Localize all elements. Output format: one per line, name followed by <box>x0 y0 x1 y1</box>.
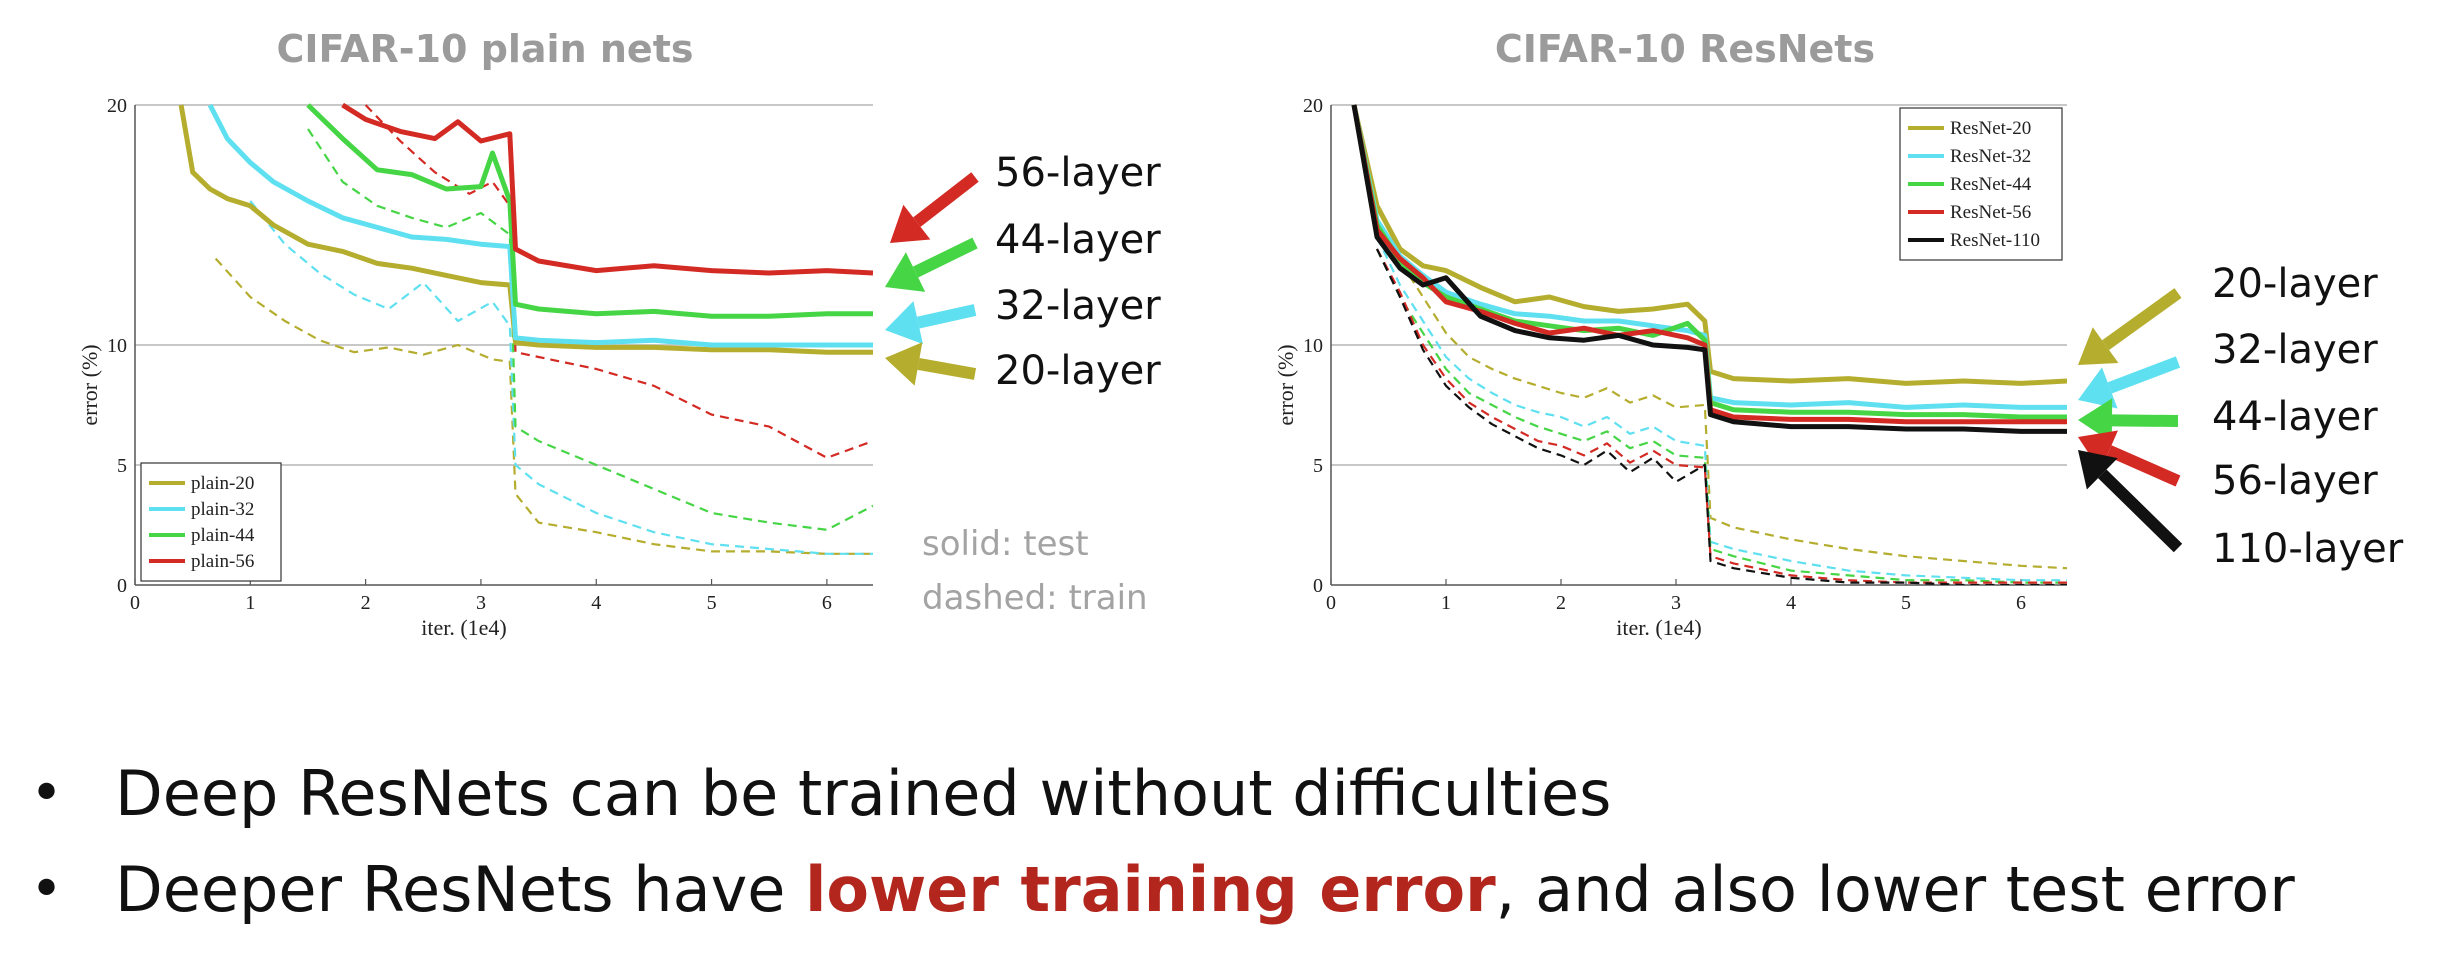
layer-label: 44-layer <box>2212 394 2378 440</box>
arrow-plain-56-layer-head <box>890 204 931 243</box>
y-axis-label: error (%) <box>1273 344 1298 425</box>
layer-label: 56-layer <box>2212 458 2378 504</box>
x-tick-label: 4 <box>591 592 601 614</box>
arrow-resnet-32-layer-head <box>2078 367 2118 409</box>
bullet-text-1: Deep ResNets can be trained without diff… <box>115 756 1612 830</box>
y-tick-label: 20 <box>1303 95 1323 117</box>
arrow-plain-44-layer-shaft <box>912 237 978 278</box>
x-tick-label: 0 <box>130 592 140 614</box>
y-tick-label: 20 <box>107 95 127 117</box>
legend-entry: ResNet-56 <box>1950 202 2031 223</box>
arrow-plain-20-layer-shaft <box>917 358 977 380</box>
layer-label: 20-layer <box>995 348 1161 394</box>
y-tick-label: 5 <box>1313 455 1323 477</box>
legend-entry: ResNet-44 <box>1950 174 2032 195</box>
bullet-text-2-pre: Deeper ResNets have <box>115 852 806 926</box>
series-line-resnet-110-train <box>1376 248 2067 585</box>
arrow-resnet-32-layer-shaft <box>2107 356 2181 394</box>
x-tick-label: 2 <box>361 592 371 614</box>
x-tick-label: 1 <box>1441 592 1451 614</box>
series-line-plain-44-train <box>307 128 873 531</box>
chart-title: CIFAR-10 ResNets <box>1495 27 1875 71</box>
legend-entry: ResNet-110 <box>1950 230 2040 251</box>
x-tick-label: 6 <box>2016 592 2026 614</box>
x-tick-label: 1 <box>245 592 255 614</box>
arrow-resnet-110-layer-shaft <box>2098 469 2183 553</box>
bullet-list: • Deep ResNets can be trained without di… <box>20 745 2420 937</box>
arrow-resnet-20-layer-head <box>2078 327 2119 365</box>
legend-entry: ResNet-32 <box>1950 146 2031 167</box>
bullet-dot: • <box>30 856 64 922</box>
series-line-plain-32-train <box>249 200 873 555</box>
bullet-item: • Deeper ResNets have lower training err… <box>20 841 2420 937</box>
series-line-resnet-44-train <box>1376 248 2067 584</box>
legend-entry: plain-32 <box>191 499 254 520</box>
arrow-resnet-56-layer-shaft <box>2106 445 2181 487</box>
x-tick-label: 3 <box>1671 592 1681 614</box>
series-line-plain-56-train <box>364 104 873 459</box>
style-note-dashed: dashed: train <box>922 578 1148 618</box>
series-line-resnet-110-test <box>1351 104 2067 434</box>
layer-label: 110-layer <box>2212 526 2404 572</box>
style-note-solid: solid: test <box>922 524 1089 564</box>
layer-label: 20-layer <box>2212 261 2378 307</box>
layer-label: 56-layer <box>995 150 1161 196</box>
series-line-resnet-20-test <box>1351 104 2067 386</box>
series-line-resnet-32-train <box>1376 236 2067 582</box>
series-line-plain-56-test <box>341 103 873 276</box>
y-axis-label: error (%) <box>77 344 102 425</box>
legend-entry: plain-56 <box>191 551 254 572</box>
series-line-plain-44-test <box>306 103 873 319</box>
series-line-resnet-56-train <box>1376 248 2067 584</box>
bullet-text-2-emphasis: lower training error <box>805 852 1496 926</box>
x-tick-label: 3 <box>476 592 486 614</box>
layer-label: 32-layer <box>995 283 1161 329</box>
y-tick-label: 10 <box>1303 335 1323 357</box>
arrow-plain-32-layer-head <box>885 301 923 345</box>
series-line-resnet-20-train <box>1376 224 2067 570</box>
arrow-plain-44-layer-head <box>885 252 926 292</box>
chart-title: CIFAR-10 plain nets <box>277 27 694 71</box>
bullet-item: • Deep ResNets can be trained without di… <box>20 745 2420 841</box>
arrow-resnet-20-layer-shaft <box>2102 288 2182 351</box>
legend-entry: ResNet-20 <box>1950 118 2031 139</box>
series-line-plain-20-train <box>214 257 873 555</box>
layer-label: 32-layer <box>2212 327 2378 373</box>
layer-label: 44-layer <box>995 217 1161 263</box>
x-tick-label: 0 <box>1326 592 1336 614</box>
series-line-plain-32-test <box>207 103 873 348</box>
y-tick-label: 0 <box>1313 575 1323 597</box>
x-tick-label: 6 <box>822 592 832 614</box>
x-tick-label: 5 <box>1901 592 1911 614</box>
legend-entry: plain-20 <box>191 473 254 494</box>
y-tick-label: 0 <box>117 575 127 597</box>
x-tick-label: 2 <box>1556 592 1566 614</box>
y-tick-label: 5 <box>117 455 127 477</box>
bullet-dot: • <box>30 760 64 826</box>
y-tick-label: 10 <box>107 335 127 357</box>
x-tick-label: 5 <box>707 592 717 614</box>
arrow-plain-56-layer-shaft <box>913 172 979 227</box>
series-line-resnet-56-test <box>1351 104 2067 425</box>
x-tick-label: 4 <box>1786 592 1796 614</box>
series-line-plain-20-test <box>178 104 873 355</box>
arrow-plain-20-layer-head <box>885 342 923 386</box>
legend-entry: plain-44 <box>191 525 255 546</box>
arrow-resnet-44-layer-shaft <box>2111 414 2179 427</box>
arrow-plain-32-layer-shaft <box>916 304 977 329</box>
x-axis-label: iter. (1e4) <box>1616 615 1702 640</box>
arrow-resnet-56-layer-head <box>2078 430 2118 471</box>
x-axis-label: iter. (1e4) <box>421 615 507 640</box>
arrow-resnet-44-layer-head <box>2078 398 2113 443</box>
bullet-text-2-post: , and also lower test error <box>1495 852 2295 926</box>
arrow-resnet-110-layer-head <box>2078 450 2118 490</box>
